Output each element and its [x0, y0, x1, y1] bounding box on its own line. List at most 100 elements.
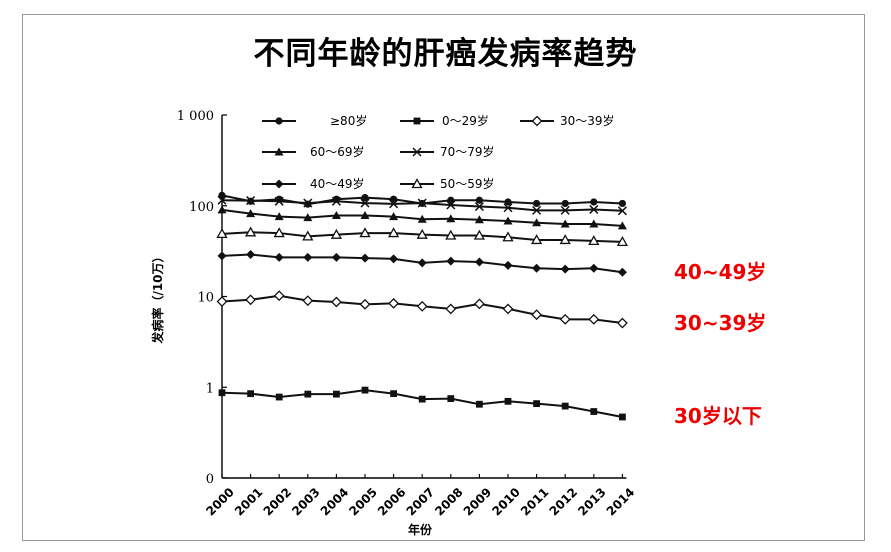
data-point-40-49 [503, 260, 513, 270]
x-tick-label: 2012 [547, 485, 581, 519]
y-tick-label: 1 000 [177, 109, 214, 124]
data-point-60-69 [303, 213, 313, 222]
data-point-70-79 [246, 196, 256, 206]
data-point-60-69 [389, 212, 399, 221]
data-point-70-79-stroke [560, 205, 570, 215]
data-point-70-79 [474, 202, 484, 212]
data-point-ge80 [561, 199, 569, 208]
data-point-70-79 [274, 196, 284, 206]
data-point-0-29 [476, 400, 483, 408]
data-point-40-49 [331, 252, 341, 262]
data-point-0-29 [247, 390, 254, 398]
data-point-70-79-stroke [246, 196, 256, 206]
data-point-40-49 [532, 263, 542, 273]
data-point-ge80 [218, 191, 226, 200]
legend-marker-ge80 [275, 117, 283, 125]
y-tick-label: 10 [197, 291, 214, 306]
data-point-ge80 [590, 198, 598, 206]
data-point-70-79 [560, 205, 570, 215]
legend-marker-50-59 [411, 178, 423, 189]
data-point-70-79-stroke [217, 195, 227, 205]
data-point-40-49 [274, 252, 284, 262]
data-point-ge80 [618, 199, 627, 208]
data-point-50-59 [530, 234, 543, 245]
data-point-ge80 [533, 199, 541, 208]
data-point-0-29 [590, 408, 598, 415]
x-tick-label: 2000 [203, 485, 237, 519]
data-point-70-79 [503, 203, 513, 213]
data-point-50-59 [416, 228, 428, 239]
data-point-50-59 [502, 231, 514, 242]
data-point-30-39 [359, 298, 371, 310]
legend-label-60-69: 60～69岁 [310, 144, 365, 159]
annotation-under-30: 30岁以下 [674, 404, 762, 428]
x-tick-label: 2007 [404, 485, 438, 519]
data-point-40-49 [474, 257, 484, 267]
data-point-70-79-stroke [532, 205, 542, 215]
data-point-0-29 [533, 400, 540, 408]
data-point-60-69 [589, 219, 599, 228]
data-point-40-49 [617, 267, 627, 277]
data-point-30-39 [302, 295, 314, 307]
data-point-70-79 [617, 206, 627, 216]
data-point-0-29 [418, 395, 426, 403]
data-point-70-79 [331, 196, 341, 206]
data-point-30-39 [245, 294, 257, 306]
legend-marker-40-49 [274, 179, 284, 189]
data-point-70-79-stroke [589, 204, 599, 214]
legend-label-0-29: 0～29岁 [442, 113, 489, 128]
legend-label-70-79: 70～79岁 [440, 144, 495, 159]
data-point-40-49 [560, 264, 570, 274]
legend-label-40-49: 40～49岁 [310, 176, 365, 191]
legend-label-30-39: 30～39岁 [560, 113, 615, 128]
data-point-50-59 [616, 236, 629, 247]
x-tick-label: 2002 [261, 485, 295, 519]
legend-marker-30-39 [531, 115, 543, 127]
y-tick-label: 100 [189, 200, 214, 215]
data-point-60-69 [560, 219, 570, 228]
data-point-70-79 [589, 204, 599, 214]
data-point-30-39 [502, 303, 514, 315]
data-point-0-29 [333, 390, 340, 398]
data-point-ge80 [304, 200, 312, 208]
data-point-60-69 [503, 216, 513, 225]
data-point-40-49 [217, 251, 227, 261]
data-point-50-59 [387, 227, 400, 238]
data-point-60-69 [360, 211, 370, 220]
data-point-70-79-stroke [474, 202, 484, 212]
data-point-60-69 [417, 214, 427, 223]
data-point-30-39 [273, 290, 285, 302]
annotation-40-49: 40~49岁 [674, 260, 767, 284]
data-point-60-69 [617, 221, 627, 230]
legend-marker-0-29 [413, 117, 421, 125]
legend-label-ge80: ≥80岁 [330, 113, 367, 128]
x-tick-label: 2005 [346, 485, 380, 519]
data-point-70-79 [303, 198, 313, 208]
data-point-70-79-stroke [446, 200, 456, 210]
data-point-70-79 [417, 198, 427, 208]
data-point-70-79 [389, 199, 399, 209]
data-point-ge80 [475, 196, 483, 204]
data-point-50-59 [588, 235, 600, 246]
data-point-70-79 [360, 198, 370, 208]
x-tick-label: 2008 [432, 485, 466, 519]
data-point-70-79 [532, 205, 542, 215]
data-point-50-59 [244, 226, 257, 237]
data-point-60-69 [532, 218, 542, 227]
y-tick-label: 1 [206, 381, 214, 396]
legend-marker-70-79-stroke [412, 147, 422, 157]
data-point-50-59 [273, 227, 285, 238]
data-point-0-29 [504, 397, 512, 405]
data-point-0-29 [390, 390, 397, 398]
data-point-70-79-stroke [617, 206, 627, 216]
x-tick-label: 2011 [518, 485, 552, 519]
data-point-30-39 [559, 313, 571, 325]
data-point-60-69 [274, 212, 284, 221]
data-point-0-29 [561, 402, 569, 410]
x-tick-label: 2003 [289, 485, 323, 519]
data-point-0-29 [275, 393, 283, 401]
y-tick-label: 0 [206, 472, 214, 487]
x-tick-label: 2004 [318, 485, 352, 519]
data-point-70-79 [217, 195, 227, 205]
data-point-70-79 [446, 200, 456, 210]
